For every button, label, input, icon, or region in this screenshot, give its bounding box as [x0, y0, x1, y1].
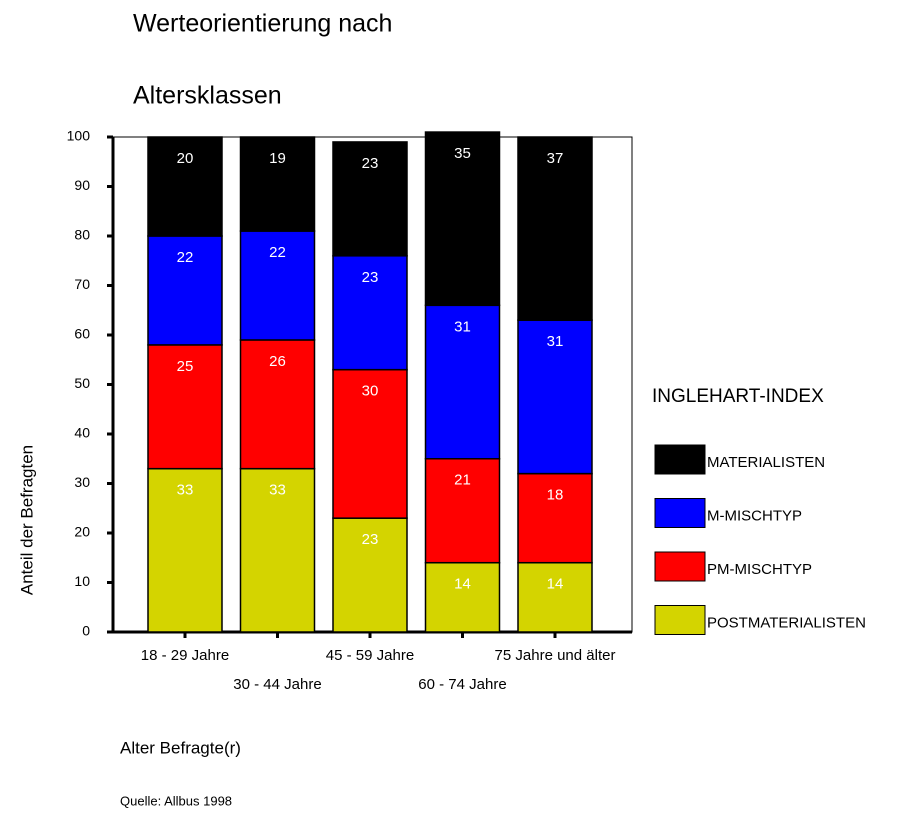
- data-label: 14: [547, 576, 564, 593]
- bar-segment: [517, 561, 593, 633]
- bar-segment: [239, 230, 316, 341]
- bar-segment: [147, 136, 223, 237]
- y-tick-label: 30: [74, 474, 90, 490]
- data-label: 14: [454, 576, 471, 593]
- data-label: 20: [177, 150, 194, 167]
- legend-label: MATERIALISTEN: [707, 454, 825, 471]
- bar-segment: [239, 467, 316, 633]
- data-label: 23: [362, 269, 379, 286]
- y-tick-label: 0: [82, 623, 90, 639]
- data-label: 31: [547, 333, 564, 350]
- data-label: 35: [454, 145, 471, 162]
- data-label: 25: [177, 358, 194, 375]
- bar-segment: [517, 136, 593, 321]
- bar-segment: [332, 141, 408, 257]
- y-axis-label: Anteil der Befragten: [17, 445, 36, 595]
- data-label: 18: [547, 487, 564, 504]
- y-tick-label: 100: [67, 128, 91, 144]
- data-label: 22: [177, 249, 194, 266]
- y-tick-label: 40: [74, 425, 90, 441]
- bar-segment: [147, 344, 223, 470]
- x-tick-label: 18 - 29 Jahre: [141, 647, 229, 664]
- data-label: 23: [362, 531, 379, 548]
- data-label: 23: [362, 155, 379, 172]
- bar-segment: [239, 339, 316, 470]
- bar-segment: [332, 517, 408, 633]
- x-tick-label: 60 - 74 Jahre: [418, 676, 506, 693]
- data-label: 33: [177, 482, 194, 499]
- bar-segment: [239, 136, 316, 232]
- legend-swatch: [654, 498, 706, 528]
- data-label: 33: [269, 482, 286, 499]
- y-tick-label: 90: [74, 177, 90, 193]
- source-note: Quelle: Allbus 1998: [120, 793, 232, 808]
- bar-segment: [424, 131, 501, 307]
- legend-swatch: [654, 605, 706, 635]
- data-label: 22: [269, 244, 286, 261]
- y-tick-label: 70: [74, 276, 90, 292]
- x-tick-label: 75 Jahre und älter: [495, 647, 616, 664]
- legend-label: M-MISCHTYP: [707, 507, 802, 524]
- y-tick-label: 20: [74, 524, 90, 540]
- bar-segment: [517, 319, 593, 475]
- data-label: 30: [362, 383, 379, 400]
- data-label: 26: [269, 353, 286, 370]
- x-axis-label: Alter Befragte(r): [120, 738, 241, 757]
- x-tick-label: 45 - 59 Jahre: [326, 647, 414, 664]
- legend-label: POSTMATERIALISTEN: [707, 614, 866, 631]
- bar-segment: [517, 472, 593, 564]
- chart-title: Werteorientierung nach: [133, 10, 392, 38]
- y-tick-label: 60: [74, 326, 90, 342]
- data-label: 21: [454, 472, 471, 489]
- bar-segment: [424, 304, 501, 460]
- bar-segment: [147, 235, 223, 346]
- legend-swatch: [654, 444, 706, 475]
- data-label: 37: [547, 150, 564, 167]
- data-label: 19: [269, 150, 286, 167]
- bar-segment: [332, 255, 408, 371]
- y-tick-label: 80: [74, 227, 90, 243]
- bar-segment: [424, 561, 501, 633]
- x-tick-label: 30 - 44 Jahre: [233, 676, 321, 693]
- chart-title: Altersklassen: [133, 82, 282, 110]
- legend-title: INGLEHART-INDEX: [652, 386, 824, 407]
- bar-segment: [147, 467, 223, 633]
- legend-swatch: [654, 551, 706, 582]
- data-label: 31: [454, 318, 471, 335]
- y-tick-label: 50: [74, 375, 90, 391]
- y-tick-label: 10: [74, 573, 90, 589]
- legend-label: PM-MISCHTYP: [707, 561, 812, 578]
- bar-segment: [424, 458, 501, 564]
